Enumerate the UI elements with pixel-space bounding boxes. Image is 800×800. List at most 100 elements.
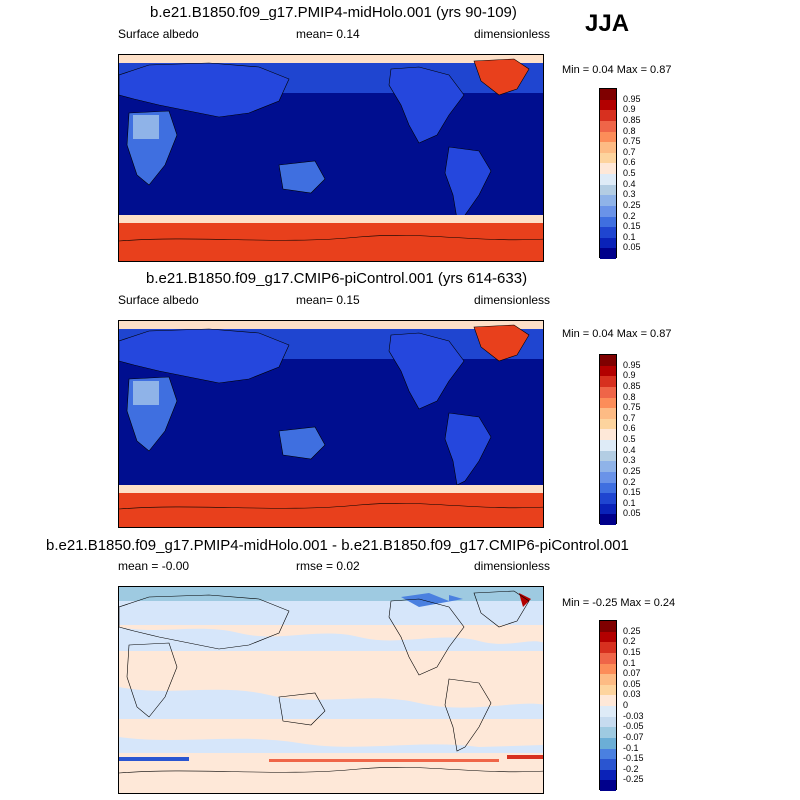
colorbar-cell: [600, 450, 616, 462]
north-america: [388, 66, 465, 144]
colorbar-tick-label: 0.15: [623, 646, 641, 657]
colorbar-cell: [600, 248, 616, 259]
colorbar-tick-label: 0.5: [623, 434, 636, 444]
diff-patch: [119, 687, 543, 719]
colorbar-cell: [600, 684, 616, 696]
colorbar-cell: [600, 642, 616, 653]
northern-diff-band: [119, 601, 543, 625]
colorbar-tick-label: 0.2: [623, 636, 636, 647]
colorbar-tick-label: 0.25: [623, 465, 641, 476]
panel-2-variable-label: Surface albedo: [118, 293, 199, 307]
greenland-coast: [473, 590, 530, 628]
colorbar-cell: [600, 631, 616, 643]
colorbar-tick-label: 0.9: [623, 104, 636, 115]
colorbar-cell: [600, 131, 616, 143]
colorbar-cell: [600, 408, 616, 419]
colorbar-tick-label: 0.05: [623, 242, 641, 253]
colorbar-cell: [600, 652, 616, 664]
panel-3-colorbar: [599, 620, 617, 791]
colorbar-cell: [600, 461, 616, 472]
colorbar-cell: [600, 376, 616, 387]
eurasia: [119, 328, 290, 384]
diff-patch: [119, 737, 543, 753]
colorbar-tick-label: -0.05: [623, 721, 644, 732]
sea-ice-edge-diff: [269, 759, 499, 762]
panel-3-title: b.e21.B1850.f09_g17.PMIP4-midHolo.001 - …: [46, 537, 629, 554]
greenland: [473, 324, 530, 362]
colorbar-tick-label: 0.9: [623, 370, 636, 381]
australia-coast: [278, 692, 326, 726]
colorbar-cell: [600, 142, 616, 153]
antarctica-coast: [119, 234, 543, 242]
colorbar-cell: [600, 471, 616, 483]
colorbar-tick-label: 0.8: [623, 391, 636, 402]
colorbar-tick-label: 0.2: [623, 476, 636, 487]
colorbar-tick-label: 0.05: [623, 508, 641, 519]
australia: [278, 426, 326, 460]
colorbar-tick-label: 0.7: [623, 412, 636, 423]
eurasia: [119, 62, 290, 118]
colorbar-cell: [600, 163, 616, 174]
colorbar-tick-label: 0.95: [623, 359, 641, 370]
panel-1-map: [118, 54, 544, 262]
panel-2-title: b.e21.B1850.f09_g17.CMIP6-piControl.001 …: [146, 270, 528, 287]
panel-1-units-label: dimensionless: [474, 27, 551, 41]
colorbar-cell: [600, 663, 616, 675]
colorbar-cell: [600, 89, 616, 100]
season-label: JJA: [585, 10, 630, 37]
colorbar-tick-label: 0.07: [623, 668, 641, 679]
panel-3-minmax: Min = -0.25 Max = 0.24: [562, 597, 676, 609]
colorbar-tick-label: 0.25: [623, 625, 641, 636]
colorbar-tick-label: 0.85: [623, 380, 641, 391]
south-america-coast: [444, 678, 492, 752]
panel-1-colorbar: [599, 88, 617, 259]
colorbar-tick-label: 0.15: [623, 487, 641, 498]
antarctica-coast: [119, 766, 543, 774]
colorbar-tick-label: 0.6: [623, 423, 636, 434]
colorbar-cell: [600, 769, 616, 781]
antarctica-coast: [119, 502, 543, 510]
colorbar-tick-label: 0.1: [623, 231, 636, 242]
colorbar-cell: [600, 716, 616, 728]
south-america: [444, 412, 492, 486]
colorbar-cell: [600, 418, 616, 430]
panel-2-minmax: Min = 0.04 Max = 0.87: [562, 328, 672, 340]
panel-1-title: b.e21.B1850.f09_g17.PMIP4-midHolo.001 (y…: [150, 4, 517, 21]
colorbar-cell: [600, 237, 616, 249]
colorbar-cell: [600, 120, 616, 132]
colorbar-tick-label: 0.95: [623, 93, 641, 104]
colorbar-cell: [600, 440, 616, 451]
colorbar-tick-label: 0.1: [623, 657, 636, 668]
panel-1-mean-label: mean= 0.14: [296, 27, 360, 41]
colorbar-tick-label: -0.2: [623, 763, 639, 774]
panel-1-variable-label: Surface albedo: [118, 27, 199, 41]
north-america-diff: [401, 593, 463, 607]
colorbar-cell: [600, 174, 616, 185]
colorbar-cell: [600, 99, 616, 111]
colorbar-tick-label: -0.1: [623, 742, 639, 753]
colorbar-cell: [600, 152, 616, 164]
colorbar-cell: [600, 386, 616, 398]
colorbar-tick-label: 0.3: [623, 189, 636, 200]
colorbar-cell: [600, 695, 616, 706]
colorbar-tick-label: 0.85: [623, 114, 641, 125]
colorbar-tick-label: 0: [623, 700, 629, 710]
antarctic-sea-ice: [119, 223, 543, 261]
colorbar-cell: [600, 397, 616, 409]
colorbar-tick-label: 0.1: [623, 497, 636, 508]
colorbar-tick-label: 0.4: [623, 444, 636, 455]
colorbar-cell: [600, 482, 616, 494]
colorbar-tick-label: 0.4: [623, 178, 636, 189]
colorbar-tick-label: 0.05: [623, 678, 641, 689]
colorbar-cell: [600, 365, 616, 377]
colorbar-tick-label: 0.8: [623, 125, 636, 136]
colorbar-cell: [600, 216, 616, 228]
colorbar-cell: [600, 184, 616, 196]
colorbar-tick-label: 0.15: [623, 221, 641, 232]
sahara: [133, 115, 159, 139]
colorbar-tick-label: -0.03: [623, 710, 644, 721]
colorbar-cell: [600, 195, 616, 206]
colorbar-cell: [600, 621, 616, 632]
colorbar-cell: [600, 503, 616, 515]
panel-2-units-label: dimensionless: [474, 293, 551, 307]
